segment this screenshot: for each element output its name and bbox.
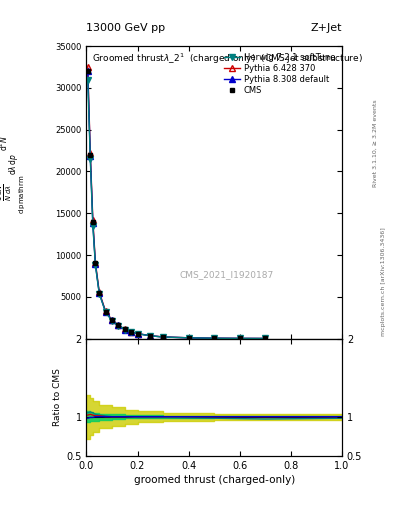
Pythia 8.308 default xyxy=(116,323,121,329)
Herwig 7.2.1 softTune xyxy=(123,327,127,333)
CMS xyxy=(88,152,93,158)
Pythia 6.428 370 xyxy=(148,333,152,339)
Pythia 8.308 default xyxy=(263,335,268,342)
Pythia 6.428 370 xyxy=(123,326,127,332)
Y-axis label: $\frac{1}{N}\frac{dN}{d\lambda}$: $\frac{1}{N}\frac{dN}{d\lambda}$ xyxy=(0,183,13,201)
Herwig 7.2.1 softTune xyxy=(90,223,95,229)
Pythia 6.428 370 xyxy=(110,317,114,323)
CMS xyxy=(85,68,90,74)
Herwig 7.2.1 softTune xyxy=(129,329,134,335)
Y-axis label: Ratio to CMS: Ratio to CMS xyxy=(53,368,62,426)
Herwig 7.2.1 softTune xyxy=(85,76,90,82)
Pythia 8.308 default xyxy=(85,68,90,74)
Pythia 6.428 370 xyxy=(88,150,93,156)
Pythia 6.428 370 xyxy=(85,64,90,70)
Herwig 7.2.1 softTune xyxy=(263,335,268,342)
Pythia 8.308 default xyxy=(161,334,165,340)
Legend: Herwig 7.2.1 softTune, Pythia 6.428 370, Pythia 8.308 default, CMS: Herwig 7.2.1 softTune, Pythia 6.428 370,… xyxy=(221,50,338,97)
Line: Pythia 6.428 370: Pythia 6.428 370 xyxy=(85,64,268,342)
CMS xyxy=(212,335,217,342)
Herwig 7.2.1 softTune xyxy=(237,335,242,342)
CMS xyxy=(103,309,108,315)
Pythia 8.308 default xyxy=(103,309,108,315)
Pythia 6.428 370 xyxy=(129,329,134,335)
Pythia 8.308 default xyxy=(148,333,152,339)
Herwig 7.2.1 softTune xyxy=(148,333,152,339)
Herwig 7.2.1 softTune xyxy=(97,290,101,296)
CMS xyxy=(97,290,101,296)
Pythia 6.428 370 xyxy=(116,322,121,328)
Pythia 8.308 default xyxy=(135,331,140,337)
Pythia 8.308 default xyxy=(97,290,101,296)
Pythia 6.428 370 xyxy=(93,260,98,266)
Pythia 8.308 default xyxy=(186,335,191,341)
Text: Groomed thrust$\lambda$_2$^1$  (charged only)  (CMS jet substructure): Groomed thrust$\lambda$_2$^1$ (charged o… xyxy=(92,52,362,67)
Herwig 7.2.1 softTune xyxy=(212,335,217,342)
Pythia 8.308 default xyxy=(237,335,242,342)
Herwig 7.2.1 softTune xyxy=(161,334,165,340)
CMS xyxy=(237,335,242,342)
CMS xyxy=(116,322,121,328)
Pythia 6.428 370 xyxy=(135,330,140,336)
Line: CMS: CMS xyxy=(85,69,268,341)
Pythia 8.308 default xyxy=(123,327,127,333)
Herwig 7.2.1 softTune xyxy=(103,309,108,315)
Pythia 6.428 370 xyxy=(263,335,268,342)
CMS xyxy=(110,317,114,324)
Herwig 7.2.1 softTune xyxy=(116,323,121,329)
Text: Rivet 3.1.10, ≥ 3.2M events: Rivet 3.1.10, ≥ 3.2M events xyxy=(373,99,378,187)
Herwig 7.2.1 softTune xyxy=(135,331,140,337)
Pythia 8.308 default xyxy=(129,329,134,335)
Pythia 8.308 default xyxy=(110,317,114,324)
Text: Z+Jet: Z+Jet xyxy=(310,23,342,33)
Pythia 6.428 370 xyxy=(161,334,165,340)
Pythia 6.428 370 xyxy=(90,217,95,223)
Pythia 6.428 370 xyxy=(237,335,242,342)
Pythia 8.308 default xyxy=(90,220,95,226)
CMS xyxy=(135,331,140,337)
Pythia 8.308 default xyxy=(88,154,93,160)
Text: $\mathrm{d}\,\mathrm{p}\mathrm{mathrm}$: $\mathrm{d}\,\mathrm{p}\mathrm{mathrm}$ xyxy=(17,175,27,214)
Herwig 7.2.1 softTune xyxy=(93,262,98,268)
Line: Herwig 7.2.1 softTune: Herwig 7.2.1 softTune xyxy=(85,77,268,342)
CMS xyxy=(148,333,152,339)
Text: $\mathrm{d}\lambda\,\mathrm{d}p$: $\mathrm{d}\lambda\,\mathrm{d}p$ xyxy=(7,153,20,175)
Pythia 6.428 370 xyxy=(212,335,217,342)
Herwig 7.2.1 softTune xyxy=(110,317,114,324)
CMS xyxy=(161,334,165,340)
X-axis label: groomed thrust (charged-only): groomed thrust (charged-only) xyxy=(134,475,295,485)
Text: CMS_2021_I1920187: CMS_2021_I1920187 xyxy=(180,270,274,279)
Herwig 7.2.1 softTune xyxy=(186,335,191,341)
Text: mcplots.cern.ch [arXiv:1306.3436]: mcplots.cern.ch [arXiv:1306.3436] xyxy=(381,227,386,336)
Pythia 8.308 default xyxy=(212,335,217,342)
CMS xyxy=(263,335,268,342)
Text: $\mathrm{d}^2N$: $\mathrm{d}^2N$ xyxy=(0,135,10,152)
CMS xyxy=(93,260,98,266)
Herwig 7.2.1 softTune xyxy=(88,156,93,162)
Pythia 8.308 default xyxy=(93,261,98,267)
CMS xyxy=(90,219,95,225)
Pythia 6.428 370 xyxy=(97,289,101,295)
Text: 13000 GeV pp: 13000 GeV pp xyxy=(86,23,165,33)
CMS xyxy=(129,329,134,335)
Pythia 6.428 370 xyxy=(186,335,191,341)
CMS xyxy=(186,335,191,341)
Line: Pythia 8.308 default: Pythia 8.308 default xyxy=(85,69,268,342)
CMS xyxy=(123,326,127,332)
Pythia 6.428 370 xyxy=(103,308,108,314)
